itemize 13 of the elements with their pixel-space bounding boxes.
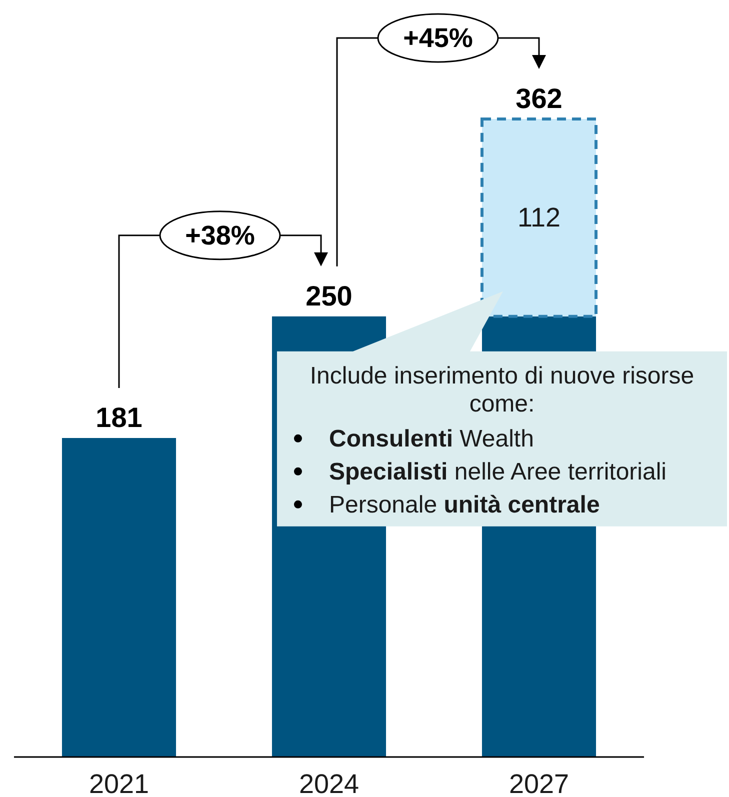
x-tick-label: 2021: [88, 769, 150, 797]
annotation: Include inserimento di nuove risorse come:: [310, 362, 694, 418]
annotation: Personale unità centrale: [328, 491, 600, 518]
text: +45%: [403, 23, 473, 53]
annotation: +38%: [185, 220, 255, 250]
annotation: Consulenti Wealth: [328, 425, 534, 452]
total-label: 250: [306, 280, 352, 312]
x-tick-label: 2027: [508, 769, 570, 797]
total-label: 362: [516, 83, 562, 114]
annotation: Specialisti nelle Aree territoriali: [328, 458, 666, 486]
x-tick-label: 2024: [298, 769, 360, 797]
data-label: 112: [517, 202, 561, 233]
total-label: 181: [96, 402, 142, 433]
